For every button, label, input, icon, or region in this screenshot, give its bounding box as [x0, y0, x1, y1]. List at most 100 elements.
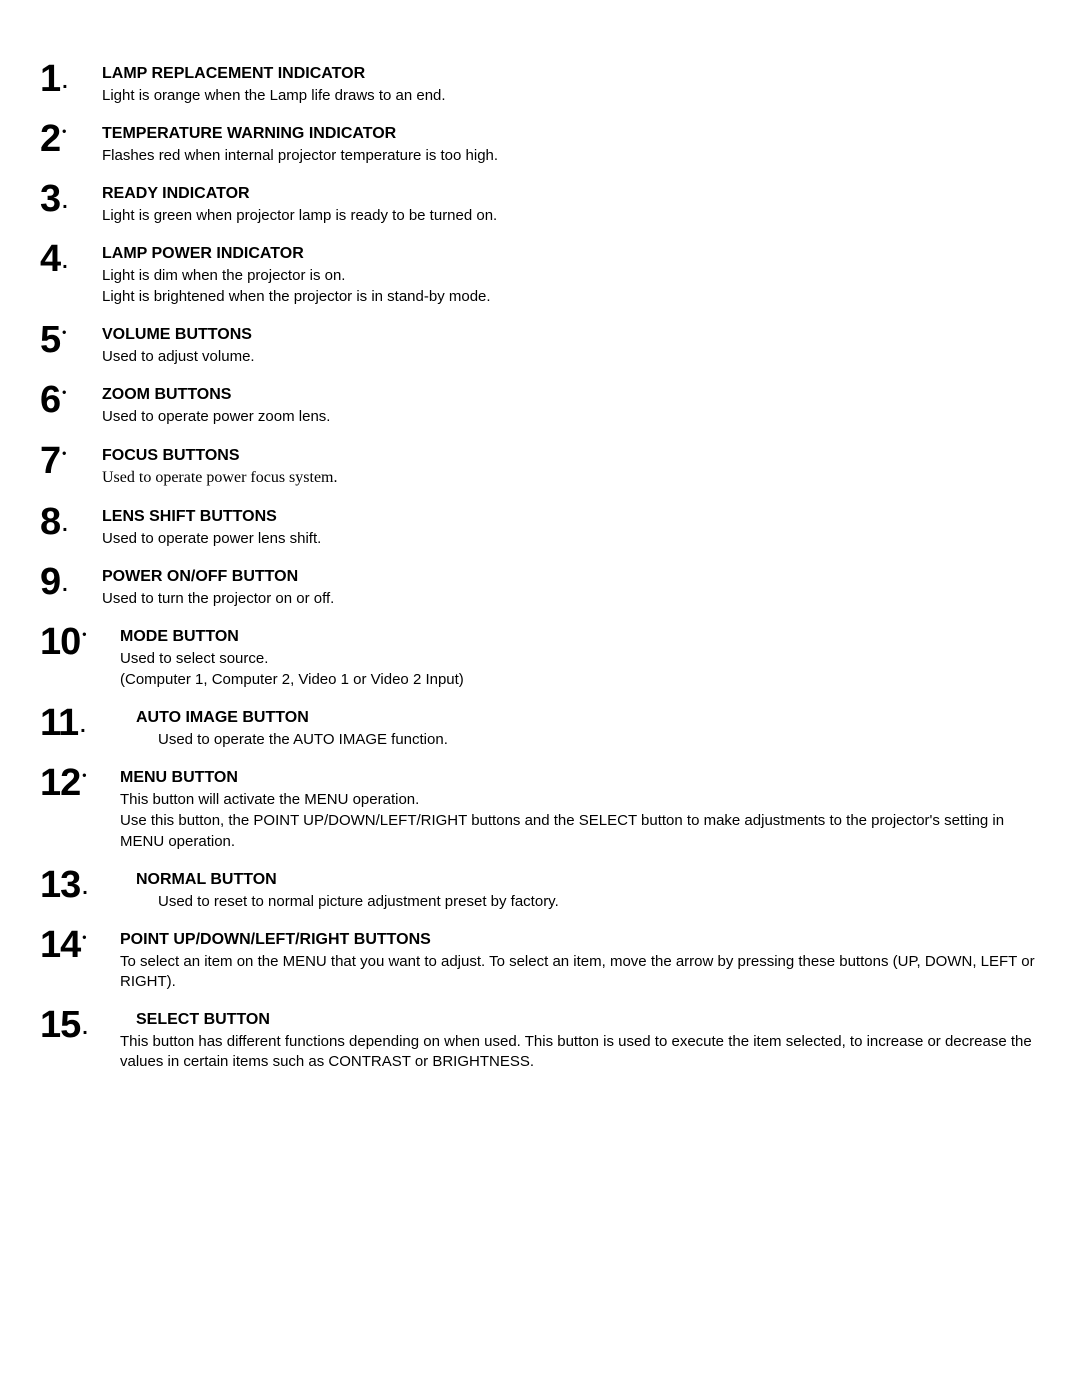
item-title: FOCUS BUTTONS	[102, 446, 1040, 467]
item-number-dot: .	[62, 71, 68, 94]
item-number-dot: .	[80, 715, 86, 738]
item-description: Used to select source.	[120, 649, 1040, 669]
item-number-dot: •	[62, 124, 66, 138]
item-description: Used to operate the AUTO IMAGE function.	[158, 730, 1040, 750]
item-number-box: 11.	[40, 704, 120, 742]
item-text: NORMAL BUTTONUsed to reset to normal pic…	[120, 866, 1040, 912]
item-description: (Computer 1, Computer 2, Video 1 or Vide…	[120, 670, 1040, 690]
item-text: TEMPERATURE WARNING INDICATORFlashes red…	[102, 120, 1040, 166]
item-number: 7	[40, 442, 60, 480]
item-title: READY INDICATOR	[102, 184, 1040, 205]
item-description: This button has different functions depe…	[120, 1032, 1040, 1073]
item-text: LENS SHIFT BUTTONSUsed to operate power …	[102, 503, 1040, 549]
item-description: Used to operate power lens shift.	[102, 529, 1040, 549]
item-title: VOLUME BUTTONS	[102, 325, 1040, 346]
item-text: FOCUS BUTTONSUsed to operate power focus…	[102, 442, 1040, 489]
item-description: Light is brightened when the projector i…	[102, 287, 1040, 307]
item-number-dot: •	[82, 930, 86, 944]
item-number: 4	[40, 240, 60, 278]
item-number-box: 7•	[40, 442, 102, 480]
item-number-box: 15.	[40, 1006, 120, 1044]
numbered-list: 1.LAMP REPLACEMENT INDICATORLight is ora…	[40, 60, 1040, 1073]
item-description: To select an item on the MENU that you w…	[120, 952, 1040, 993]
item-title: LAMP POWER INDICATOR	[102, 244, 1040, 265]
item-number: 11	[40, 704, 78, 742]
list-item: 14•POINT UP/DOWN/LEFT/RIGHT BUTTONS To s…	[40, 926, 1040, 992]
list-item: 6•ZOOM BUTTONSUsed to operate power zoom…	[40, 381, 1040, 427]
list-item: 3.READY INDICATORLight is green when pro…	[40, 180, 1040, 226]
item-title: AUTO IMAGE BUTTON	[136, 708, 1040, 729]
item-title: LENS SHIFT BUTTONS	[102, 507, 1040, 528]
item-text: POINT UP/DOWN/LEFT/RIGHT BUTTONS To sele…	[120, 926, 1040, 992]
item-number-box: 10•	[40, 623, 120, 661]
item-text: SELECT BUTTONThis button has different f…	[120, 1006, 1040, 1072]
item-number-dot: .	[62, 574, 68, 597]
item-number-dot: .	[62, 251, 68, 274]
item-number: 14	[40, 926, 80, 964]
list-item: 8.LENS SHIFT BUTTONSUsed to operate powe…	[40, 503, 1040, 549]
item-description: Used to operate power focus system.	[102, 467, 1040, 489]
item-number-box: 8.	[40, 503, 102, 541]
item-number-box: 6•	[40, 381, 102, 419]
item-number-box: 9.	[40, 563, 102, 601]
item-number-box: 3.	[40, 180, 102, 218]
item-text: MODE BUTTON Used to select source.(Compu…	[120, 623, 1040, 690]
list-item: 7•FOCUS BUTTONSUsed to operate power foc…	[40, 442, 1040, 489]
item-number-box: 1.	[40, 60, 102, 98]
item-description: Used to operate power zoom lens.	[102, 407, 1040, 427]
item-number: 2	[40, 120, 60, 158]
item-number: 8	[40, 503, 60, 541]
item-text: AUTO IMAGE BUTTONUsed to operate the AUT…	[120, 704, 1040, 750]
item-number-dot: •	[62, 325, 66, 339]
item-title: MODE BUTTON	[120, 627, 1040, 648]
item-number: 3	[40, 180, 60, 218]
item-title: POWER ON/OFF BUTTON	[102, 567, 1040, 588]
item-title: LAMP REPLACEMENT INDICATOR	[102, 64, 1040, 85]
item-title: MENU BUTTON	[120, 768, 1040, 789]
item-number-dot: •	[62, 446, 66, 460]
item-number: 5	[40, 321, 60, 359]
list-item: 1.LAMP REPLACEMENT INDICATORLight is ora…	[40, 60, 1040, 106]
item-description: Flashes red when internal projector temp…	[102, 146, 1040, 166]
item-number-dot: •	[82, 627, 86, 641]
list-item: 9.POWER ON/OFF BUTTONUsed to turn the pr…	[40, 563, 1040, 609]
item-description: Used to adjust volume.	[102, 347, 1040, 367]
item-title: POINT UP/DOWN/LEFT/RIGHT BUTTONS	[120, 930, 1040, 951]
item-number-dot: .	[62, 514, 68, 537]
document-page: 1.LAMP REPLACEMENT INDICATORLight is ora…	[0, 0, 1080, 1397]
item-number-box: 12•	[40, 764, 120, 802]
item-title: TEMPERATURE WARNING INDICATOR	[102, 124, 1040, 145]
item-text: POWER ON/OFF BUTTONUsed to turn the proj…	[102, 563, 1040, 609]
list-item: 11.AUTO IMAGE BUTTONUsed to operate the …	[40, 704, 1040, 750]
list-item: 15.SELECT BUTTONThis button has differen…	[40, 1006, 1040, 1072]
list-item: 12•MENU BUTTON This button will activate…	[40, 764, 1040, 852]
item-description: Light is orange when the Lamp life draws…	[102, 86, 1040, 106]
item-number-box: 2•	[40, 120, 102, 158]
item-text: LAMP POWER INDICATORLight is dim when th…	[102, 240, 1040, 307]
item-text: LAMP REPLACEMENT INDICATORLight is orang…	[102, 60, 1040, 106]
item-description: Used to turn the projector on or off.	[102, 589, 1040, 609]
item-number: 10	[40, 623, 80, 661]
item-description: Use this button, the POINT UP/DOWN/LEFT/…	[120, 811, 1040, 852]
list-item: 5•VOLUME BUTTONSUsed to adjust volume.	[40, 321, 1040, 367]
item-number-box: 14•	[40, 926, 120, 964]
item-number-dot: •	[62, 385, 66, 399]
item-description: This button will activate the MENU opera…	[120, 790, 1040, 810]
item-title: ZOOM BUTTONS	[102, 385, 1040, 406]
item-title: SELECT BUTTON	[136, 1010, 1040, 1031]
item-number: 9	[40, 563, 60, 601]
item-number: 13	[40, 866, 80, 904]
item-text: VOLUME BUTTONSUsed to adjust volume.	[102, 321, 1040, 367]
item-number-box: 13.	[40, 866, 120, 904]
item-number-box: 5•	[40, 321, 102, 359]
item-text: READY INDICATORLight is green when proje…	[102, 180, 1040, 226]
item-number-dot: •	[82, 768, 86, 782]
item-description: Light is green when projector lamp is re…	[102, 206, 1040, 226]
item-number-dot: .	[82, 1017, 88, 1040]
item-number: 6	[40, 381, 60, 419]
item-number-dot: .	[62, 191, 68, 214]
item-number: 1	[40, 60, 60, 98]
item-number-box: 4.	[40, 240, 102, 278]
item-text: MENU BUTTON This button will activate th…	[120, 764, 1040, 852]
item-description: Light is dim when the projector is on.	[102, 266, 1040, 286]
